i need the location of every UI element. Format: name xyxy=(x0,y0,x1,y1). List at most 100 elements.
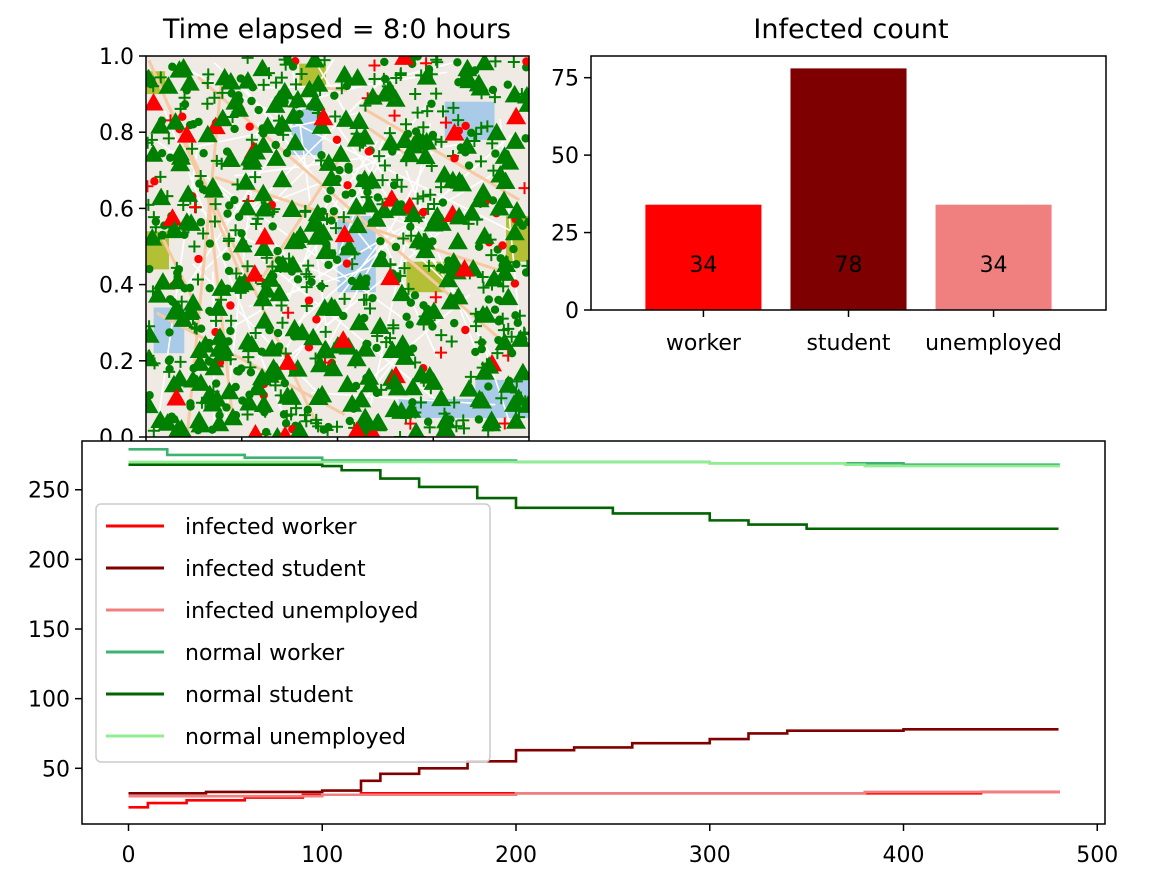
agent-triangle-marker xyxy=(512,362,529,381)
agent-plus-marker xyxy=(250,217,263,230)
agent-circle-marker xyxy=(261,427,271,437)
agent-triangle-marker xyxy=(220,72,241,90)
agent-triangle-marker xyxy=(504,84,525,103)
agent-triangle-marker xyxy=(202,393,223,412)
agent-plus-marker xyxy=(417,190,430,203)
agent-circle-marker xyxy=(327,216,336,225)
map-street xyxy=(247,83,379,213)
agent-triangle-marker xyxy=(496,254,517,273)
agent-circle-marker xyxy=(344,162,353,171)
agent-plus-marker xyxy=(249,171,262,184)
agent-plus-marker xyxy=(249,327,262,340)
agent-triangle-marker xyxy=(355,413,376,431)
agent-circle-marker xyxy=(254,105,263,115)
bar-x-ticks: worker student unemployed xyxy=(666,310,1062,356)
agent-circle-marker xyxy=(494,317,503,326)
agent-triangle-marker xyxy=(183,370,204,388)
agent-triangle-marker xyxy=(260,269,281,287)
agent-circle-marker xyxy=(477,338,487,347)
agent-circle-marker xyxy=(230,195,239,205)
agent-triangle-marker xyxy=(506,411,527,429)
agent-circle-marker xyxy=(335,165,344,175)
bar-y-tick-label: 50 xyxy=(551,144,579,169)
agent-circle-marker xyxy=(279,410,289,419)
agent-plus-marker xyxy=(154,170,167,183)
agent-triangle-marker xyxy=(361,170,382,189)
agent-plus-marker xyxy=(435,135,448,148)
agent-triangle-marker xyxy=(272,114,293,132)
agent-plus-marker xyxy=(448,396,461,409)
agent-triangle-marker xyxy=(371,249,392,268)
agent-circle-marker xyxy=(364,147,374,156)
agent-triangle-marker xyxy=(473,182,494,201)
agent-triangle-marker xyxy=(266,148,287,166)
agent-plus-marker xyxy=(245,133,258,146)
bar-value-label: 34 xyxy=(689,253,717,278)
agent-circle-marker xyxy=(185,283,195,293)
agent-triangle-marker xyxy=(415,146,436,165)
agent-plus-marker xyxy=(300,268,313,281)
agent-triangle-marker xyxy=(499,152,520,170)
legend-entry: infected unemployed xyxy=(185,599,418,624)
agent-plus-marker xyxy=(282,306,295,319)
line-x-ticks: 0 100 200 300 400 500 xyxy=(122,824,1118,868)
agent-circle-marker xyxy=(373,193,382,202)
agent-triangle-marker xyxy=(349,312,370,331)
agent-triangle-marker xyxy=(169,368,190,387)
agent-plus-marker xyxy=(330,420,343,433)
agent-circle-marker xyxy=(150,177,159,186)
agent-triangle-marker xyxy=(202,176,223,195)
bar-value-label: 78 xyxy=(835,253,863,278)
agent-plus-marker xyxy=(477,281,490,294)
agent-triangle-marker xyxy=(334,224,355,243)
agent-circle-marker xyxy=(271,140,280,150)
agent-circle-marker xyxy=(406,222,415,231)
agent-plus-marker xyxy=(445,335,458,348)
agent-plus-marker xyxy=(411,192,424,205)
agent-circle-marker xyxy=(389,180,399,190)
agent-plus-marker xyxy=(208,91,221,104)
agent-triangle-marker xyxy=(176,212,197,230)
agent-triangle-marker xyxy=(324,298,345,317)
agent-circle-marker xyxy=(507,348,517,358)
agent-plus-marker xyxy=(405,229,418,242)
agent-circle-marker xyxy=(165,364,174,374)
agent-circle-marker xyxy=(165,328,174,337)
agent-triangle-marker xyxy=(169,60,190,78)
agent-plus-marker xyxy=(242,351,255,364)
map-y-ticks: 0.00.20.40.60.81.0 xyxy=(99,45,146,451)
agent-triangle-marker xyxy=(225,92,246,110)
agent-triangle-marker xyxy=(346,348,367,367)
agent-plus-marker xyxy=(452,114,465,127)
agent-triangle-marker xyxy=(164,220,185,239)
series-line-normal-student xyxy=(128,463,1059,531)
agent-triangle-marker xyxy=(146,93,164,111)
agent-plus-marker xyxy=(505,330,518,343)
agent-circle-marker xyxy=(376,236,385,246)
agent-circle-marker xyxy=(303,405,312,415)
agent-triangle-marker xyxy=(232,234,253,253)
bar-y-tick-label: 25 xyxy=(551,222,579,247)
agent-triangle-marker xyxy=(166,388,187,406)
agent-circle-marker xyxy=(329,207,339,216)
agent-plus-marker xyxy=(414,396,427,409)
agent-circle-marker xyxy=(490,305,500,314)
agent-circle-marker xyxy=(323,194,332,204)
agent-plus-marker xyxy=(188,240,201,253)
agent-triangle-marker xyxy=(290,420,309,437)
agent-plus-marker xyxy=(394,67,407,80)
agent-circle-marker xyxy=(345,416,354,426)
agent-triangle-marker xyxy=(287,359,308,377)
agent-circle-marker xyxy=(222,252,231,261)
agent-triangle-marker xyxy=(416,131,437,150)
agent-triangle-marker xyxy=(407,422,425,437)
agent-triangle-marker xyxy=(359,367,380,385)
agent-triangle-marker xyxy=(459,379,480,397)
infected-bars: 34 78 34 xyxy=(645,68,1052,310)
agent-triangle-marker xyxy=(257,116,278,134)
agent-circle-marker xyxy=(307,277,316,287)
agent-triangle-marker xyxy=(394,56,415,65)
agent-circle-marker xyxy=(372,343,381,353)
agent-triangle-marker xyxy=(240,148,261,166)
